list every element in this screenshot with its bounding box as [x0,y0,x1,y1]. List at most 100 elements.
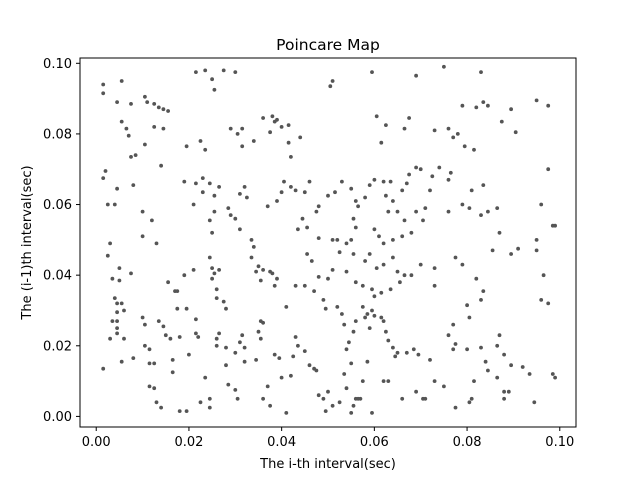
scatter-point [365,359,370,364]
scatter-point [321,396,326,401]
scatter-point [474,105,479,110]
scatter-point [432,266,437,270]
scatter-point [296,343,300,348]
scatter-point [212,87,217,92]
scatter-point [418,167,423,172]
scatter-point [194,181,198,186]
scatter-point [124,126,129,131]
scatter-point [428,188,432,193]
scatter-point [133,153,138,158]
scatter-point [210,77,215,82]
scatter-point [539,298,544,302]
scatter-point [370,308,374,313]
scatter-point [272,283,277,288]
scatter-point [372,177,377,182]
scatter-point [147,361,152,366]
scatter-point [214,336,219,341]
scatter-point [233,350,238,355]
scatter-point [212,271,217,276]
scatter-point [414,165,418,170]
scatter-point [363,259,367,263]
scatter-point [451,347,456,352]
scatter-point [221,299,226,304]
scatter-point [460,262,465,267]
scatter-point [152,125,157,129]
scatter-point [486,368,490,373]
scatter-point [467,400,472,405]
scatter-point [177,409,182,413]
scatter-point [400,188,405,193]
scatter-point [384,329,388,334]
scatter-point [372,294,377,299]
scatter-point [381,262,386,267]
scatter-point [105,253,110,258]
scatter-point [224,306,228,311]
scatter-point [469,396,474,401]
scatter-point [467,206,472,211]
scatter-point [469,188,474,193]
scatter-point [191,268,196,272]
scatter-point [330,403,335,408]
scatter-point [200,176,205,181]
scatter-point [335,238,340,242]
scatter-point [370,70,374,74]
scatter-point [367,326,372,330]
scatter-point [316,393,321,398]
y-axis-ticks: 0.00 0.02 0.04 0.06 0.08 0.10 [43,57,80,425]
scatter-point [516,246,520,251]
scatter-point [534,248,539,253]
scatter-point [152,386,157,391]
scatter-point [481,183,486,188]
chart-title: Poincare Map [276,36,380,54]
scatter-point [391,345,395,350]
scatter-point [240,333,245,338]
scatter-point [224,345,228,350]
scatter-point [428,358,432,362]
scatter-point [131,183,136,188]
scatter-point [265,384,270,389]
scatter-point [251,245,256,249]
scatter-point [203,375,208,380]
scatter-point [270,271,275,276]
scatter-point [414,73,418,78]
scatter-point [349,361,354,366]
scatter-point [291,354,296,359]
scatter-point [117,266,122,270]
scatter-point [342,322,347,327]
scatter-point [379,290,384,295]
x-axis-label: The i-th interval(sec) [259,457,396,472]
scatter-point [404,350,409,355]
scatter-point [242,359,247,364]
scatter-point [395,269,400,274]
scatter-point [214,343,219,348]
scatter-point [386,338,391,343]
scatter-point [207,405,212,410]
scatter-point [217,331,222,336]
scatter-point [119,301,124,306]
scatter-point [335,305,340,309]
scatter-point [275,276,279,281]
scatter-point [154,400,159,405]
scatter-point [254,269,258,274]
scatter-points [101,64,557,415]
scatter-point [147,384,152,389]
scatter-point [129,155,133,159]
scatter-point [379,315,384,320]
x-axis-ticks: 0.00 0.02 0.04 0.06 0.08 0.10 [82,427,574,450]
scatter-point [513,130,518,135]
scatter-point [307,179,312,184]
scatter-point [381,179,386,184]
scatter-point [112,202,117,207]
scatter-point [284,411,289,415]
scatter-point [374,266,379,270]
scatter-point [314,368,319,373]
scatter-point [342,372,347,376]
scatter-point [115,301,119,306]
scatter-point [353,199,358,203]
scatter-point [175,289,180,293]
scatter-point [451,135,456,140]
scatter-point [177,335,182,339]
scatter-point [349,186,354,191]
scatter-point [372,227,377,232]
